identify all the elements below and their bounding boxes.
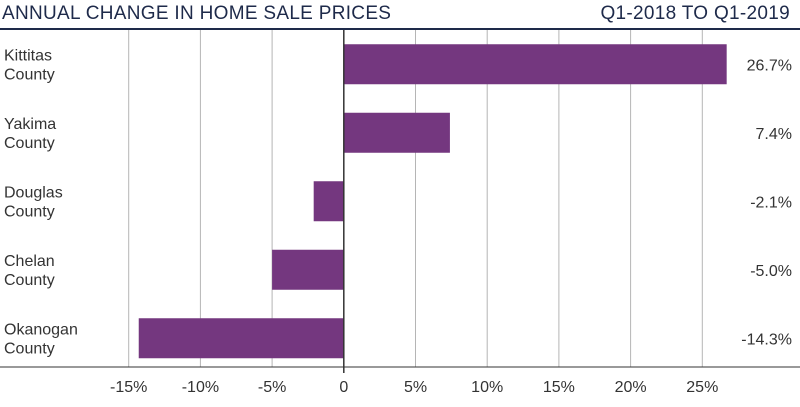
bar	[138, 318, 344, 359]
bar	[272, 249, 344, 290]
bar	[313, 181, 344, 222]
x-tick-label: 0	[339, 379, 348, 396]
bar	[343, 112, 450, 153]
value-label: -5.0%	[750, 263, 792, 280]
category-label: Chelan County	[4, 253, 55, 289]
x-tick-label: 10%	[471, 379, 503, 396]
value-label: 26.7%	[747, 57, 792, 74]
category-label-line: County	[4, 66, 55, 83]
category-label: Kittitas County	[4, 47, 55, 83]
category-label-line: Chelan	[4, 253, 55, 270]
x-tick-label: 5%	[404, 379, 427, 396]
x-tick-label: -5%	[258, 379, 286, 396]
category-label-line: Douglas	[4, 184, 63, 201]
header-rule	[0, 28, 800, 30]
category-label: Okanogan County	[4, 321, 78, 357]
value-label: 7.4%	[756, 126, 792, 143]
value-label: -14.3%	[741, 331, 792, 348]
category-label-line: Yakima	[4, 116, 56, 133]
category-label: Douglas County	[4, 184, 63, 220]
x-tick-label: -10%	[182, 379, 219, 396]
category-label-line: County	[4, 135, 55, 152]
chart-header: ANNUAL CHANGE IN HOME SALE PRICES Q1-201…	[0, 0, 800, 30]
category-label-line: County	[4, 203, 55, 220]
x-tick-label: 20%	[615, 379, 647, 396]
category-label-line: County	[4, 340, 55, 357]
category-label-line: County	[4, 272, 55, 289]
x-tick-label: 15%	[543, 379, 575, 396]
category-label: Yakima County	[4, 116, 56, 152]
chart-period: Q1-2018 TO Q1-2019	[600, 3, 790, 24]
x-tick-label: -15%	[110, 379, 147, 396]
x-tick-label: 25%	[686, 379, 718, 396]
chart-title: ANNUAL CHANGE IN HOME SALE PRICES	[2, 3, 392, 24]
category-label-line: Kittitas	[4, 47, 52, 64]
value-label: -2.1%	[750, 194, 792, 211]
category-label-line: Okanogan	[4, 321, 78, 338]
bar	[343, 44, 727, 85]
